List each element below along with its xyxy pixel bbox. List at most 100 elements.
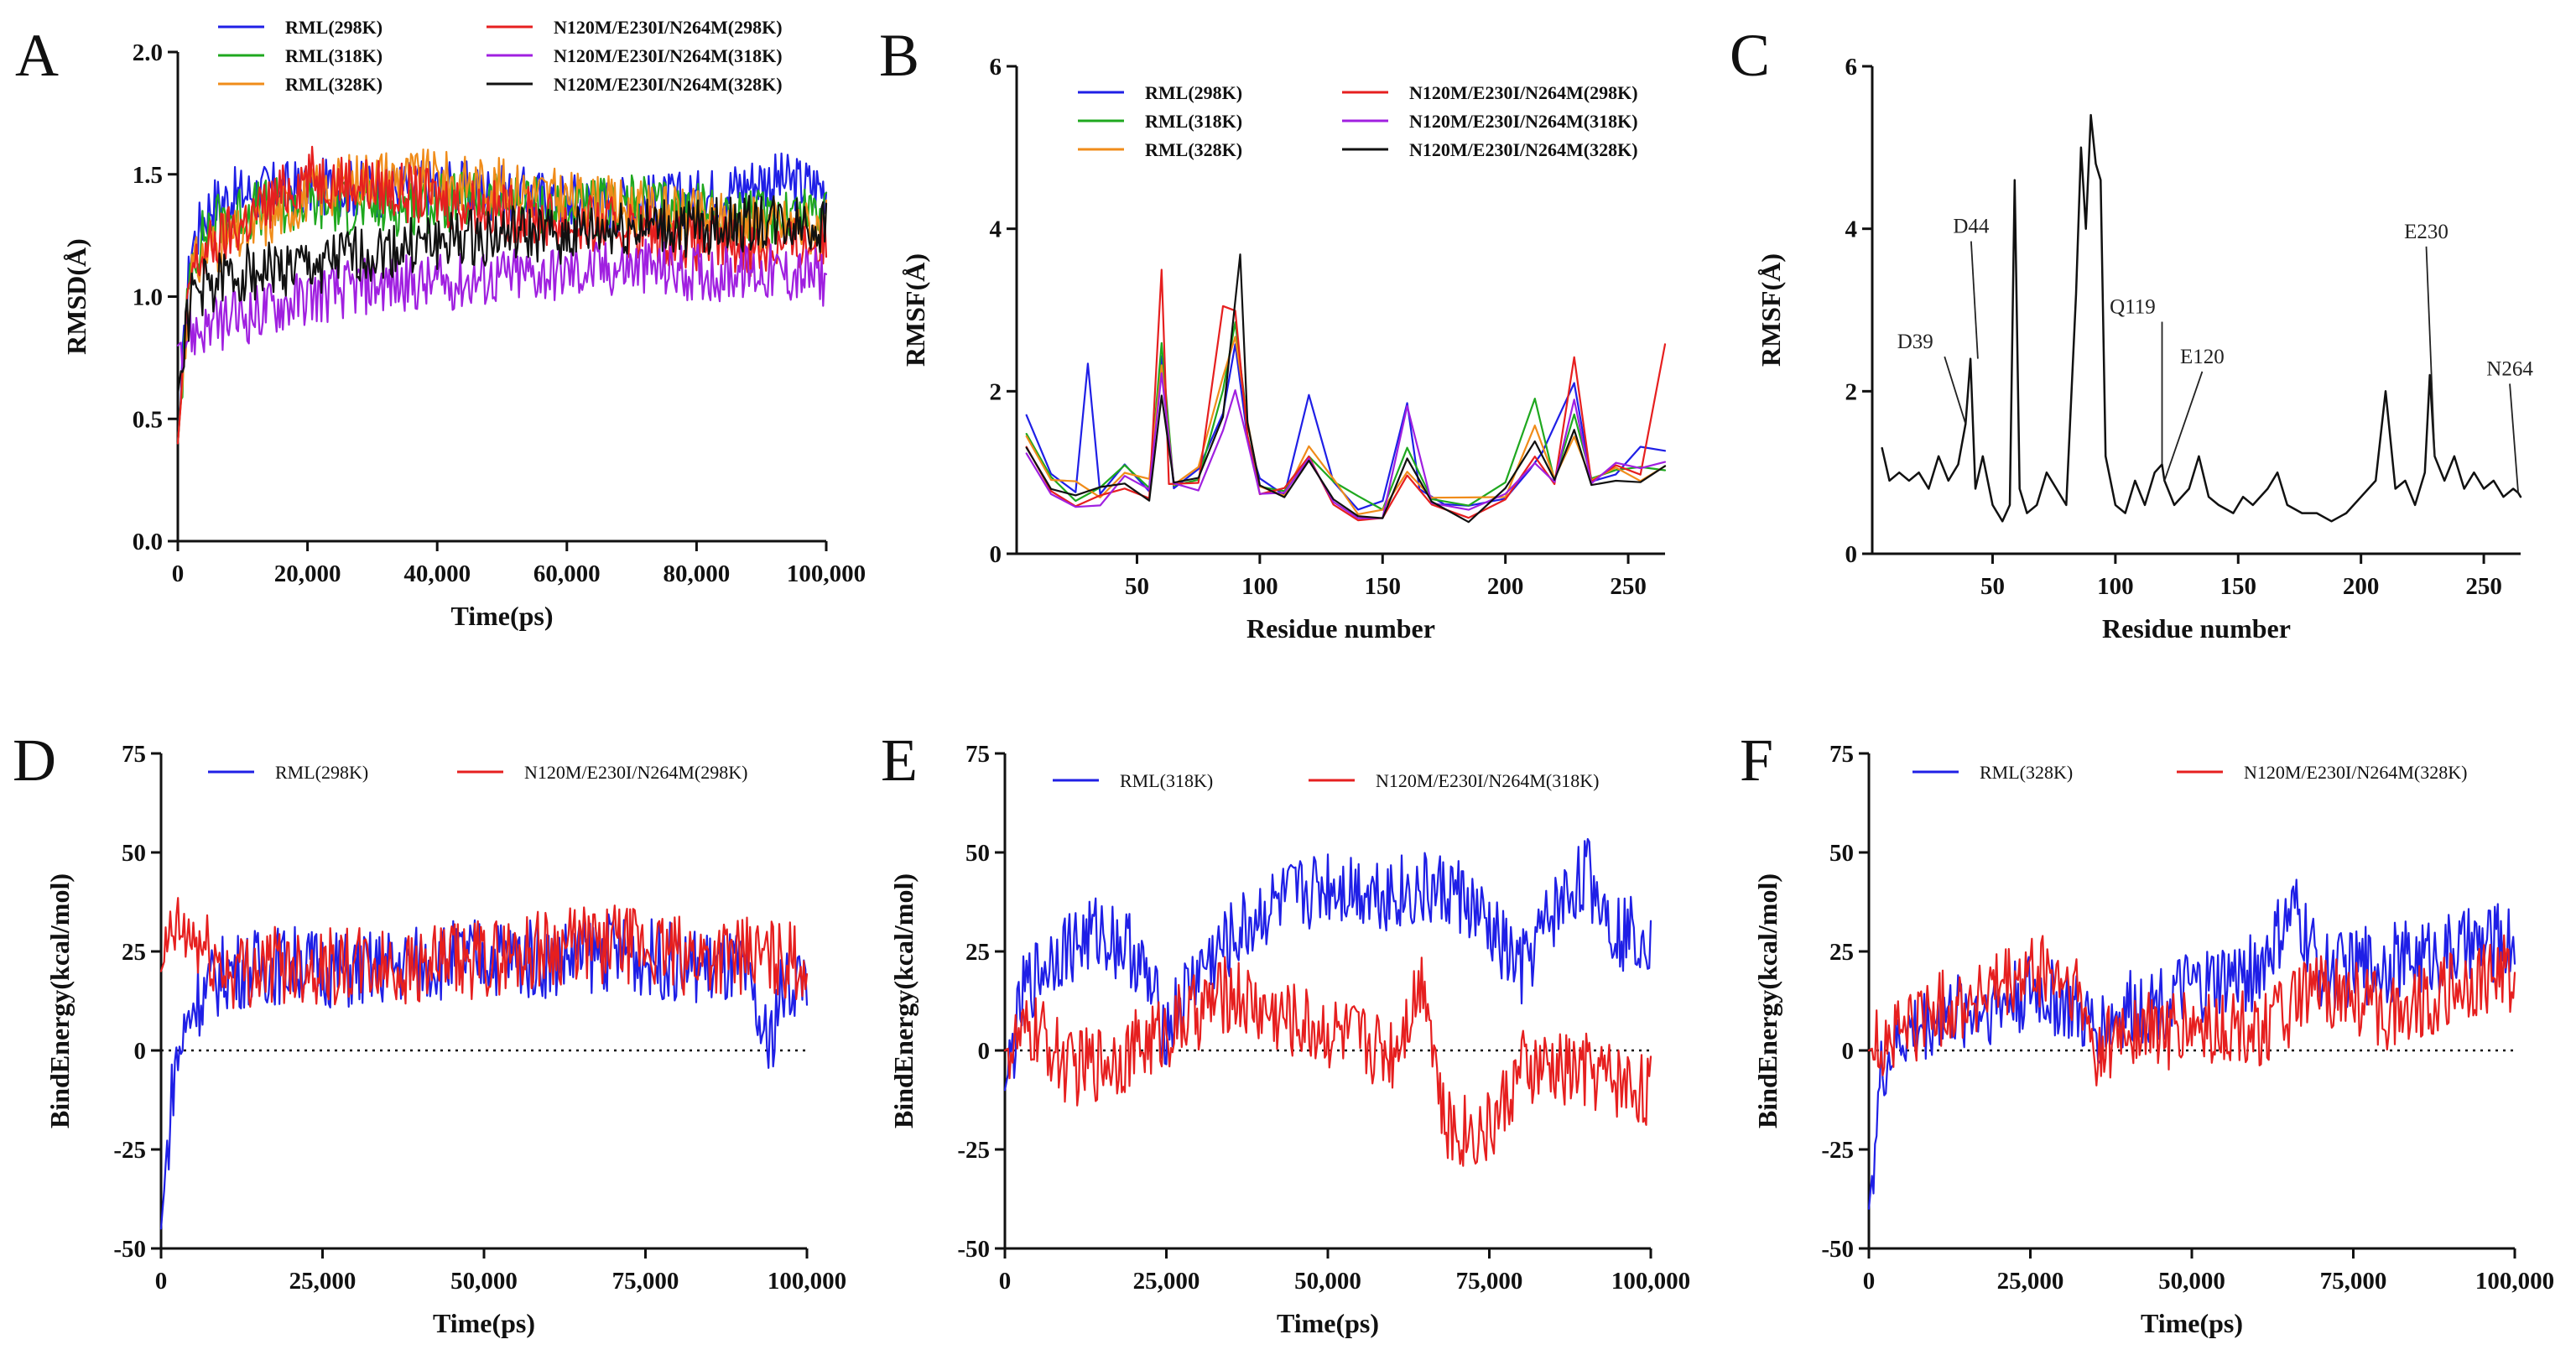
residue-annotation: N264 [2486, 357, 2533, 380]
legend-label: RML(318K) [285, 45, 382, 66]
x-tick-label: 50,000 [2158, 1268, 2225, 1295]
x-tick-label: 50 [1125, 573, 1149, 600]
x-tick-label: 50 [1980, 573, 2005, 600]
x-tick-label: 100 [1241, 573, 1278, 600]
y-tick-label: 25 [1829, 939, 1854, 966]
x-tick-label: 75,000 [1456, 1268, 1523, 1295]
y-axis-label: BindEnergy(kcal/mol) [44, 873, 75, 1128]
legend-label: N120M/E230I/N264M(318K) [1409, 111, 1638, 132]
legend-label: N120M/E230I/N264M(298K) [554, 17, 783, 38]
x-tick-label: 100,000 [1611, 1268, 1690, 1295]
series-line-2 [1025, 336, 1667, 515]
annotation-leader-line [2509, 383, 2519, 493]
x-axis-label: Residue number [2102, 613, 2291, 644]
chart-panel-d: D -50 -25 0 25 50 75 0 25,000 50,000 75,000 100,000… [13, 727, 846, 1338]
legend-label: N120M/E230I/N264M(328K) [2244, 762, 2467, 783]
legend-label: N120M/E230I/N264M(298K) [1409, 82, 1638, 103]
legend-label: RML(328K) [1980, 762, 2073, 783]
residue-annotation: Q119 [2110, 295, 2156, 318]
panel-letter: D [13, 727, 56, 794]
y-tick-label: 0.5 [133, 406, 163, 433]
chart-panel-f: F -50 -25 0 25 50 75 0 25,000 50,000 75,000 100,000… [1740, 727, 2554, 1338]
series-line-5 [176, 195, 828, 396]
y-tick-label: 6 [990, 54, 1002, 81]
x-tick-label: 80,000 [664, 560, 731, 587]
residue-annotation: D44 [1953, 216, 1990, 238]
x-axis-label: Time(ps) [433, 1308, 535, 1338]
panel-letter: F [1740, 727, 1773, 794]
legend-label: RML(298K) [1145, 82, 1242, 103]
x-tick-label: 250 [2465, 573, 2502, 600]
x-tick-label: 150 [1365, 573, 1402, 600]
y-axis-label: RMSF(Å) [1756, 253, 1786, 367]
residue-annotation: E120 [2180, 346, 2225, 368]
y-tick-label: 75 [122, 741, 146, 768]
y-tick-label: 0 [1845, 541, 1858, 568]
chart-panel-e: E -50 -25 0 25 50 75 0 25,000 50,000 75,000 100,000… [881, 727, 1690, 1338]
x-tick-label: 0 [155, 1268, 168, 1295]
series-line-0 [176, 152, 828, 445]
y-tick-label: 2.0 [133, 39, 163, 66]
x-tick-label: 150 [2220, 573, 2257, 600]
x-tick-label: 40,000 [403, 560, 471, 587]
legend-label: N120M/E230I/N264M(298K) [524, 762, 747, 783]
chart-panel-c: C 0 2 4 6 50 100 150 200 250 Residue number RMSF(Å)… [1730, 22, 2533, 644]
y-axis-label: BindEnergy(kcal/mol) [1752, 873, 1782, 1128]
y-tick-label: -50 [113, 1236, 146, 1263]
y-tick-label: -25 [957, 1137, 990, 1164]
panel-letter: E [881, 727, 918, 794]
x-tick-label: 250 [1610, 573, 1647, 600]
y-tick-label: 4 [1845, 216, 1858, 243]
y-tick-label: 1.5 [133, 162, 163, 189]
y-tick-label: -25 [1821, 1137, 1854, 1164]
panel-letter: C [1730, 22, 1770, 89]
series-line-0 [1025, 343, 1667, 511]
x-axis-label: Time(ps) [1277, 1308, 1379, 1338]
series-line-0 [159, 913, 809, 1230]
series-line-5 [1025, 253, 1667, 524]
chart-panel-b: B 0 2 4 6 50 100 150 200 250 Residue number RMSF(Å)… [879, 22, 1667, 644]
legend-label: RML(318K) [1145, 111, 1242, 132]
series-line-1 [159, 897, 809, 1009]
residue-annotation: D39 [1897, 331, 1933, 353]
legend-label: N120M/E230I/N264M(328K) [1409, 139, 1638, 160]
y-tick-label: 25 [122, 939, 146, 966]
x-tick-label: 50,000 [450, 1268, 518, 1295]
y-tick-label: 75 [965, 741, 990, 768]
x-axis-label: Residue number [1246, 613, 1435, 644]
series-line-0 [1881, 113, 2522, 523]
y-tick-label: -50 [957, 1236, 990, 1263]
x-tick-label: 100,000 [2475, 1268, 2554, 1295]
y-tick-label: 4 [990, 216, 1002, 243]
x-tick-label: 0 [999, 1268, 1012, 1295]
y-tick-label: -25 [113, 1137, 146, 1164]
y-tick-label: 0.0 [133, 529, 163, 555]
annotation-leader-line [1944, 356, 1967, 425]
x-tick-label: 60,000 [533, 560, 601, 587]
panel-letter: A [15, 22, 59, 89]
x-tick-label: 200 [1487, 573, 1524, 600]
y-tick-label: 50 [122, 840, 146, 867]
annotation-leader-line [2163, 371, 2204, 482]
legend-label: RML(298K) [285, 17, 382, 38]
x-tick-label: 200 [2343, 573, 2380, 600]
legend-label: RML(298K) [275, 762, 368, 783]
y-tick-label: 75 [1829, 741, 1854, 768]
y-tick-label: 2 [990, 378, 1002, 405]
legend-label: N120M/E230I/N264M(318K) [554, 45, 783, 66]
x-axis-label: Time(ps) [450, 601, 553, 631]
x-tick-label: 0 [1863, 1268, 1876, 1295]
x-axis-label: Time(ps) [2141, 1308, 2243, 1338]
x-tick-label: 100 [2097, 573, 2134, 600]
y-tick-label: 50 [1829, 840, 1854, 867]
x-tick-label: 100,000 [768, 1268, 846, 1295]
y-tick-label: 50 [965, 840, 990, 867]
series-line-0 [1003, 837, 1652, 1092]
y-tick-label: 6 [1845, 54, 1858, 81]
x-tick-label: 25,000 [1997, 1268, 2064, 1295]
y-tick-label: 0 [978, 1038, 991, 1065]
x-tick-label: 20,000 [274, 560, 341, 587]
y-tick-label: 0 [134, 1038, 147, 1065]
legend-label: N120M/E230I/N264M(328K) [554, 74, 783, 95]
chart-panel-a: A 0.0 0.5 1.0 1.5 2.0 0 20,000 40,000 60,000 80,00… [15, 17, 866, 631]
